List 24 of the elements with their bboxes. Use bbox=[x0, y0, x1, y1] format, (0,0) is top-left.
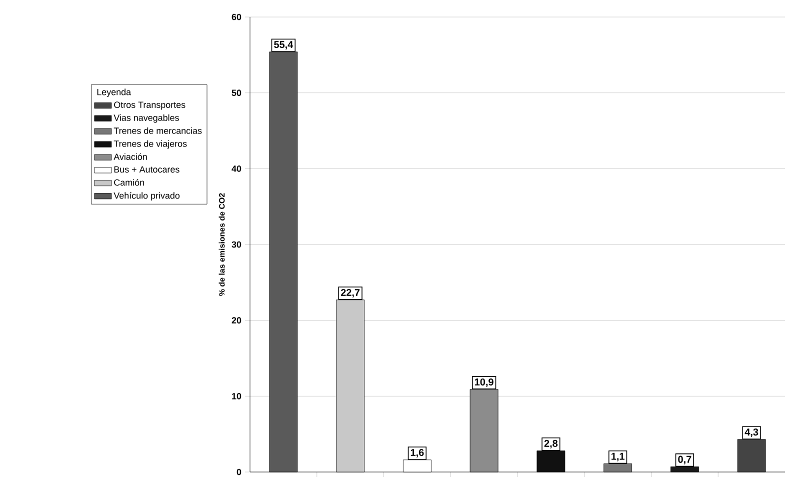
data-label: 1,1 bbox=[612, 452, 624, 462]
legend-label: Vias navegables bbox=[114, 114, 179, 123]
y-tick-label: 20 bbox=[232, 317, 242, 324]
y-tick-label: 30 bbox=[232, 241, 242, 248]
data-label: 2,8 bbox=[544, 440, 558, 448]
data-label: 0,7 bbox=[678, 456, 692, 464]
data-label: 22,7 bbox=[340, 288, 360, 298]
y-tick-label: 10 bbox=[232, 392, 242, 400]
legend-title: Leyenda bbox=[97, 88, 132, 97]
legend-label: Vehículo privado bbox=[114, 192, 180, 201]
legend-label: Camión bbox=[114, 178, 144, 186]
y-tick-label: 0 bbox=[236, 468, 242, 476]
data-label: 1,6 bbox=[410, 448, 424, 458]
legend-label: Aviación bbox=[114, 153, 147, 160]
y-tick-label: 40 bbox=[232, 165, 242, 172]
y-tick-label: 60 bbox=[232, 14, 242, 20]
legend-label: Trenes de viajeros bbox=[114, 140, 187, 149]
y-tick-label: 50 bbox=[232, 90, 242, 96]
data-label: 10,9 bbox=[474, 378, 494, 387]
data-label: 4,3 bbox=[744, 428, 758, 438]
legend-label: Trenes de mercancias bbox=[114, 127, 202, 134]
legend-label: Otros Transportes bbox=[114, 102, 186, 110]
legend-label: Bus + Autocares bbox=[114, 166, 180, 173]
data-label: 55,4 bbox=[274, 41, 294, 50]
